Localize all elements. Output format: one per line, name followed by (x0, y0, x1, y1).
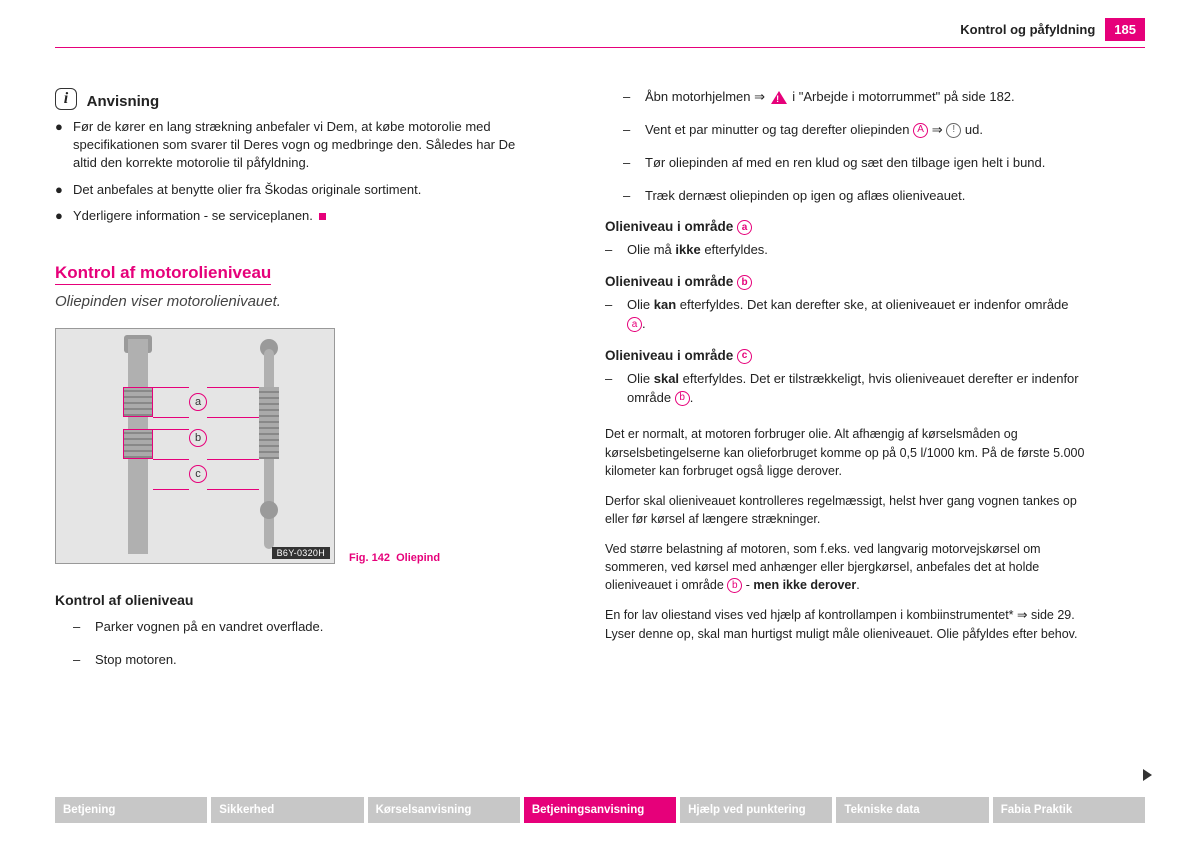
left-column: i Anvisning ● Før de kører en lang stræk… (55, 88, 535, 684)
bullet-item: ● Før de kører en lang strækning anbefal… (55, 118, 535, 173)
paragraph: Derfor skal olieniveauet kontrolleres re… (605, 492, 1085, 528)
tab-korselsanvisning[interactable]: Kørselsanvisning (368, 797, 520, 823)
bullet-dot: ● (55, 118, 73, 173)
tab-betjeningsanvisning[interactable]: Betjeningsanvisning (524, 797, 676, 823)
header-rule (55, 47, 1145, 48)
bullet-text: Yderligere information - se serviceplane… (73, 207, 535, 225)
page-header: Kontrol og påfyldning 185 (55, 18, 1145, 41)
paragraph: Det er normalt, at motoren forbruger oli… (605, 425, 1085, 479)
marker-b-icon: b (675, 391, 690, 406)
dipstick-ball-bottom (260, 501, 278, 519)
continue-arrow-icon (1143, 769, 1152, 781)
marker-excl-icon: ! (946, 123, 961, 138)
section-heading: Kontrol af motorolieniveau (55, 263, 535, 283)
bullet-item: ● Det anbefales at benytte olier fra Ško… (55, 181, 535, 199)
warning-icon (771, 91, 787, 104)
bullet-dot: ● (55, 181, 73, 199)
step-item: –Tør oliepinden af med en ren klud og sæ… (623, 154, 1085, 173)
step-item: – Vent et par minutter og tag derefter o… (623, 121, 1085, 140)
content-columns: i Anvisning ● Før de kører en lang stræk… (55, 88, 1145, 684)
diagram-label-b: b (189, 429, 207, 447)
marker-a-icon: a (627, 317, 642, 332)
page: Kontrol og påfyldning 185 i Anvisning ● … (0, 0, 1200, 684)
bullet-list: ● Før de kører en lang strækning anbefal… (55, 118, 535, 225)
list-item: –Olie må ikke efterfyldes. (605, 241, 1085, 260)
arrow-icon: ⇒ (754, 89, 765, 104)
marker-a-icon: a (737, 220, 752, 235)
step-item: –Træk dernæst oliepinden op igen og aflæ… (623, 187, 1085, 206)
step-list: – Åbn motorhjelmen ⇒ i "Arbejde i motorr… (605, 88, 1085, 205)
dipstick-zone-a-left (123, 387, 153, 417)
area-a-heading: Olieniveau i område a (605, 219, 1085, 235)
list-item: –Olie skal efterfyldes. Det er tilstrækk… (605, 370, 1085, 408)
dipstick-diagram: a b c B6Y-0320H (55, 328, 335, 564)
tab-betjening[interactable]: Betjening (55, 797, 207, 823)
info-icon: i (55, 88, 77, 110)
marker-a-cap-icon: A (913, 123, 928, 138)
marker-c-icon: c (737, 349, 752, 364)
diagram-label-a: a (189, 393, 207, 411)
tab-fabia-praktik[interactable]: Fabia Praktik (993, 797, 1145, 823)
tab-tekniske-data[interactable]: Tekniske data (836, 797, 988, 823)
step-list: –Parker vognen på en vandret overflade. … (55, 618, 535, 670)
step-item: –Stop motoren. (73, 651, 535, 670)
bullet-dot: ● (55, 207, 73, 225)
section-subtitle: Oliepinden viser motorolienivauet. (55, 293, 535, 310)
tab-sikkerhed[interactable]: Sikkerhed (211, 797, 363, 823)
bullet-text: Før de kører en lang strækning anbefaler… (73, 118, 535, 173)
paragraph: Ved større belastning af motoren, som f.… (605, 540, 1085, 594)
step-item: – Åbn motorhjelmen ⇒ i "Arbejde i motorr… (623, 88, 1085, 107)
arrow-icon: ⇒ (932, 122, 943, 137)
header-section-title: Kontrol og påfyldning (960, 22, 1095, 37)
bullet-item: ● Yderligere information - se servicepla… (55, 207, 535, 225)
bullet-text: Det anbefales at benytte olier fra Škoda… (73, 181, 535, 199)
figure-caption: Fig. 142 Oliepind (349, 552, 440, 564)
diagram-label-c: c (189, 465, 207, 483)
area-b-list: –Olie kan efterfyldes. Det kan derefter … (605, 296, 1085, 334)
list-item: –Olie kan efterfyldes. Det kan derefter … (605, 296, 1085, 334)
figure-wrap: a b c B6Y-0320H Fig. 142 Oliepind (55, 328, 535, 564)
paragraph: En for lav oliestand vises ved hjælp af … (605, 606, 1085, 642)
area-c-heading: Olieniveau i område c (605, 348, 1085, 364)
anvisning-block: i Anvisning ● Før de kører en lang stræk… (55, 88, 535, 225)
area-c-list: –Olie skal efterfyldes. Det er tilstrækk… (605, 370, 1085, 408)
dipstick-zone-b-left (123, 429, 153, 459)
dipstick-zone-right (259, 387, 279, 459)
anvisning-title: Anvisning (87, 93, 160, 110)
tab-hjaelp-punktering[interactable]: Hjælp ved punktering (680, 797, 832, 823)
marker-b-icon: b (737, 275, 752, 290)
right-column: – Åbn motorhjelmen ⇒ i "Arbejde i motorr… (605, 88, 1085, 684)
step-item: –Parker vognen på en vandret overflade. (73, 618, 535, 637)
area-a-list: –Olie må ikke efterfyldes. (605, 241, 1085, 260)
footer-tabs: Betjening Sikkerhed Kørselsanvisning Bet… (55, 797, 1145, 823)
end-mark-icon (319, 213, 326, 220)
area-b-heading: Olieniveau i område b (605, 274, 1085, 290)
page-number-badge: 185 (1105, 18, 1145, 41)
figure-id-badge: B6Y-0320H (272, 547, 330, 559)
subheading: Kontrol af olieniveau (55, 592, 535, 608)
marker-b-icon: b (727, 578, 742, 593)
